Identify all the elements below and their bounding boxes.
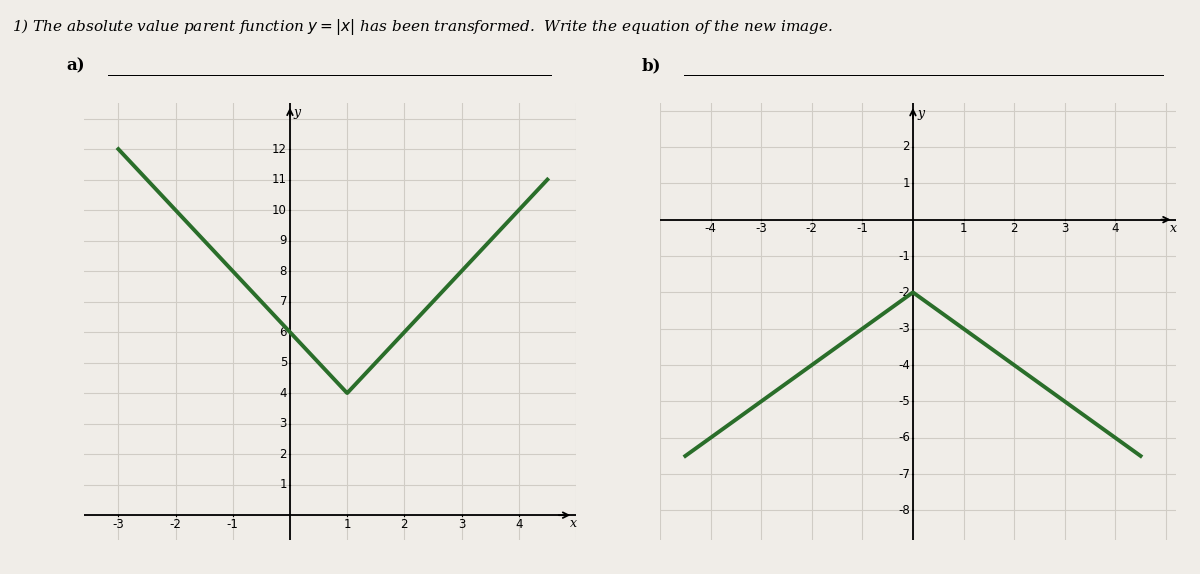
- Text: -2: -2: [898, 286, 910, 299]
- Text: -1: -1: [898, 250, 910, 262]
- Text: -3: -3: [755, 222, 767, 235]
- Text: b): b): [642, 57, 661, 75]
- Text: 5: 5: [280, 356, 287, 369]
- Text: 8: 8: [280, 265, 287, 278]
- Text: 1: 1: [280, 478, 287, 491]
- Text: -6: -6: [898, 431, 910, 444]
- Text: 4: 4: [515, 518, 522, 530]
- Text: 4: 4: [1111, 222, 1120, 235]
- Text: -3: -3: [113, 518, 125, 530]
- Text: 4: 4: [280, 387, 287, 400]
- Text: -3: -3: [898, 322, 910, 335]
- Text: 9: 9: [280, 234, 287, 247]
- Text: y: y: [917, 107, 924, 120]
- Text: x: x: [570, 517, 577, 530]
- Text: 2: 2: [401, 518, 408, 530]
- Text: -1: -1: [857, 222, 869, 235]
- Text: -1: -1: [227, 518, 239, 530]
- Text: 2: 2: [280, 448, 287, 461]
- Text: 11: 11: [272, 173, 287, 186]
- Text: 1) The absolute value parent function $y = |x|$ has been transformed.  Write the: 1) The absolute value parent function $y…: [12, 17, 833, 37]
- Text: 1: 1: [960, 222, 967, 235]
- Text: -4: -4: [898, 359, 910, 371]
- Text: 3: 3: [458, 518, 466, 530]
- Text: y: y: [294, 106, 301, 119]
- Text: 6: 6: [280, 325, 287, 339]
- Text: 2: 2: [1010, 222, 1018, 235]
- Text: 1: 1: [902, 177, 910, 190]
- Text: 10: 10: [272, 204, 287, 216]
- Text: 12: 12: [272, 142, 287, 156]
- Text: -4: -4: [704, 222, 716, 235]
- Text: 1: 1: [343, 518, 350, 530]
- Text: a): a): [66, 57, 85, 75]
- Text: 3: 3: [280, 417, 287, 430]
- Text: 3: 3: [1061, 222, 1068, 235]
- Text: 7: 7: [280, 295, 287, 308]
- Text: 2: 2: [902, 141, 910, 153]
- Text: -2: -2: [169, 518, 181, 530]
- Text: -5: -5: [898, 395, 910, 408]
- Text: x: x: [1170, 222, 1177, 235]
- Text: -2: -2: [806, 222, 817, 235]
- Text: -7: -7: [898, 468, 910, 480]
- Text: -8: -8: [898, 504, 910, 517]
